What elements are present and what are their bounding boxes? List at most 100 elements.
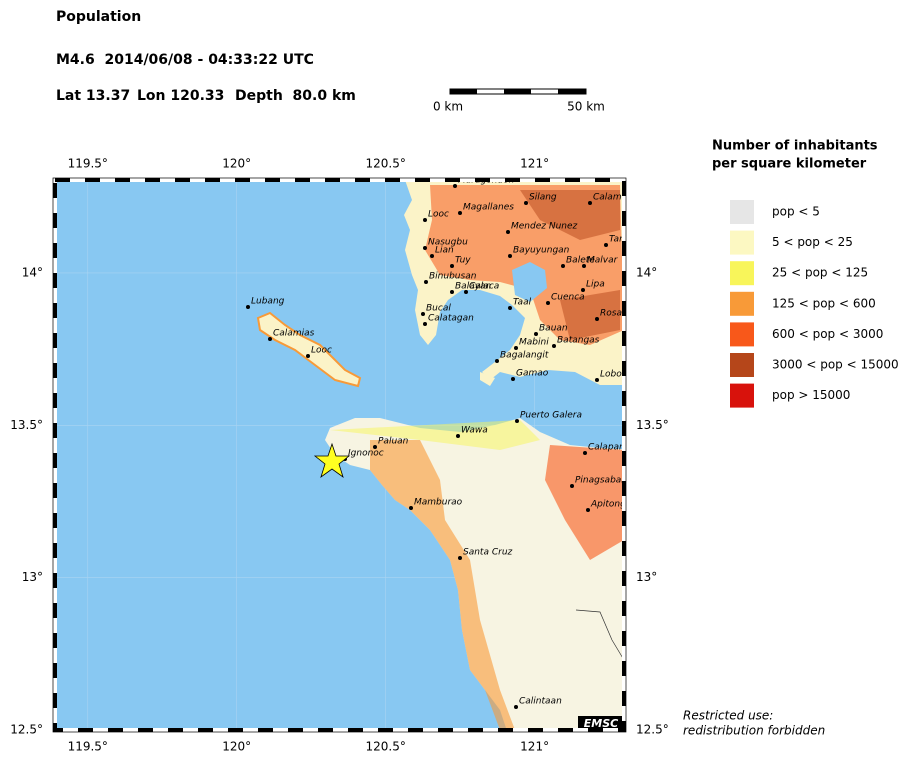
- place-label: Looc: [311, 346, 332, 356]
- x-tick-label-bottom: 120°: [222, 740, 251, 754]
- legend-title-1: Number of inhabitants: [712, 139, 878, 154]
- place-dot: [421, 312, 425, 316]
- notice-2: redistribution forbidden: [683, 724, 825, 738]
- place-label: Calapan: [588, 443, 625, 453]
- legend-swatch: [730, 230, 754, 255]
- place-dot: [456, 434, 460, 438]
- legend-swatch: [730, 353, 754, 377]
- place-label: Mendez Nunez: [511, 222, 578, 232]
- place-dot: [581, 288, 585, 292]
- place-dot: [582, 264, 586, 268]
- place-label: Mamburao: [414, 498, 463, 508]
- place-label: Bauan: [539, 324, 568, 334]
- legend-label: 5 < pop < 25: [772, 235, 853, 249]
- place-label: Bayuyungan: [513, 246, 570, 256]
- place-label: Balete: [566, 256, 595, 266]
- place-label: Bagalangit: [500, 351, 549, 361]
- y-tick-label-left: 14°: [22, 265, 43, 279]
- place-dot: [583, 451, 587, 455]
- mindoro-west-coast: [370, 440, 515, 730]
- y-tick-label-left: 13°: [22, 570, 43, 584]
- place-dot: [595, 378, 599, 382]
- place-dot: [458, 211, 462, 215]
- mindoro-east-density: [545, 445, 624, 560]
- place-dot: [450, 290, 454, 294]
- legend-label: 600 < pop < 3000: [772, 327, 883, 341]
- epicenter-star: [313, 442, 351, 479]
- y-tick-label-right: 12.5°: [636, 723, 669, 737]
- x-tick-label-top: 120°: [222, 157, 251, 171]
- place-dot: [423, 218, 427, 222]
- place-dot: [450, 264, 454, 268]
- place-dot: [508, 254, 512, 258]
- place-label: Calintaan: [519, 697, 562, 707]
- place-label: Maragondon: [458, 176, 515, 186]
- place-label: Silang: [529, 193, 557, 203]
- place-dot: [423, 322, 427, 326]
- legend-swatch: [730, 261, 754, 286]
- place-label: Lubang: [251, 297, 285, 307]
- depth: Depth 80.0 km: [235, 88, 356, 104]
- scale-bar: 0 km 50 km: [433, 88, 605, 114]
- place-label: Lipa: [586, 280, 605, 290]
- credit: EMSC: [584, 717, 618, 730]
- place-dot: [409, 506, 413, 510]
- place-dot: [495, 359, 499, 363]
- place-dot: [506, 230, 510, 234]
- place-label: Mabini: [519, 338, 549, 348]
- place-dot: [511, 377, 515, 381]
- place-dot: [595, 317, 599, 321]
- place-label: Tanauan: [609, 235, 648, 245]
- scale-end: 50 km: [567, 100, 605, 114]
- place-label: Tuy: [455, 256, 471, 266]
- legend-swatch: [730, 291, 754, 316]
- place-dot: [552, 344, 556, 348]
- legend-swatch: [730, 322, 754, 347]
- event-info: M4.6 2014/06/08 - 04:33:22 UTC: [56, 52, 314, 68]
- legend-label: pop > 15000: [772, 388, 850, 402]
- legend-label: 3000 < pop < 15000: [772, 358, 899, 372]
- lubang-island: [256, 311, 362, 388]
- place-dot: [246, 305, 250, 309]
- place-label: Binubusan: [429, 272, 477, 282]
- place-dot: [453, 184, 457, 188]
- place-dot: [546, 301, 550, 305]
- place-label: Magallanes: [463, 203, 514, 213]
- place-dot: [515, 419, 519, 423]
- legend-title-2: per square kilometer: [712, 157, 867, 172]
- y-tick-label-right: 14°: [636, 265, 657, 279]
- place-label: Puerto Galera: [520, 411, 582, 421]
- y-tick-label-right: 13.5°: [636, 418, 669, 432]
- province-boundary: [575, 609, 624, 661]
- legend-label: 125 < pop < 600: [772, 296, 876, 310]
- luzon-density-high: [520, 190, 620, 340]
- x-tick-label-top: 119.5°: [68, 157, 108, 171]
- legend-swatch: [730, 200, 754, 224]
- place-dot: [306, 354, 310, 358]
- longitude: Lon 120.33: [137, 88, 224, 104]
- y-tick-label-left: 13.5°: [10, 418, 43, 432]
- place-label: Calatagan: [428, 314, 474, 324]
- notice-1: Restricted use:: [683, 709, 773, 723]
- y-tick-label-left: 12.5°: [10, 723, 43, 737]
- x-tick-label-bottom: 119.5°: [68, 740, 108, 754]
- place-label: Pinagsabangan: [575, 476, 644, 486]
- x-tick-label-top: 121°: [520, 157, 549, 171]
- place-label: Calamias: [273, 329, 315, 339]
- islet: [480, 372, 495, 386]
- place-dot: [508, 306, 512, 310]
- place-label: Nasugbu: [428, 238, 468, 248]
- mindoro-north-density: [330, 420, 540, 450]
- place-dot: [430, 254, 434, 258]
- place-label: Gamao: [516, 369, 549, 379]
- place-label: Paluan: [378, 437, 409, 447]
- frame-dash: [53, 178, 626, 732]
- place-label: Bucal: [426, 304, 451, 314]
- latitude: Lat 13.37: [56, 88, 130, 104]
- place-label: Looc: [428, 210, 449, 220]
- place-dot: [424, 280, 428, 284]
- legend-label: pop < 5: [772, 205, 820, 219]
- place-dot: [464, 290, 468, 294]
- place-label: Balayan: [455, 282, 492, 292]
- place-label: Batangas: [557, 336, 600, 346]
